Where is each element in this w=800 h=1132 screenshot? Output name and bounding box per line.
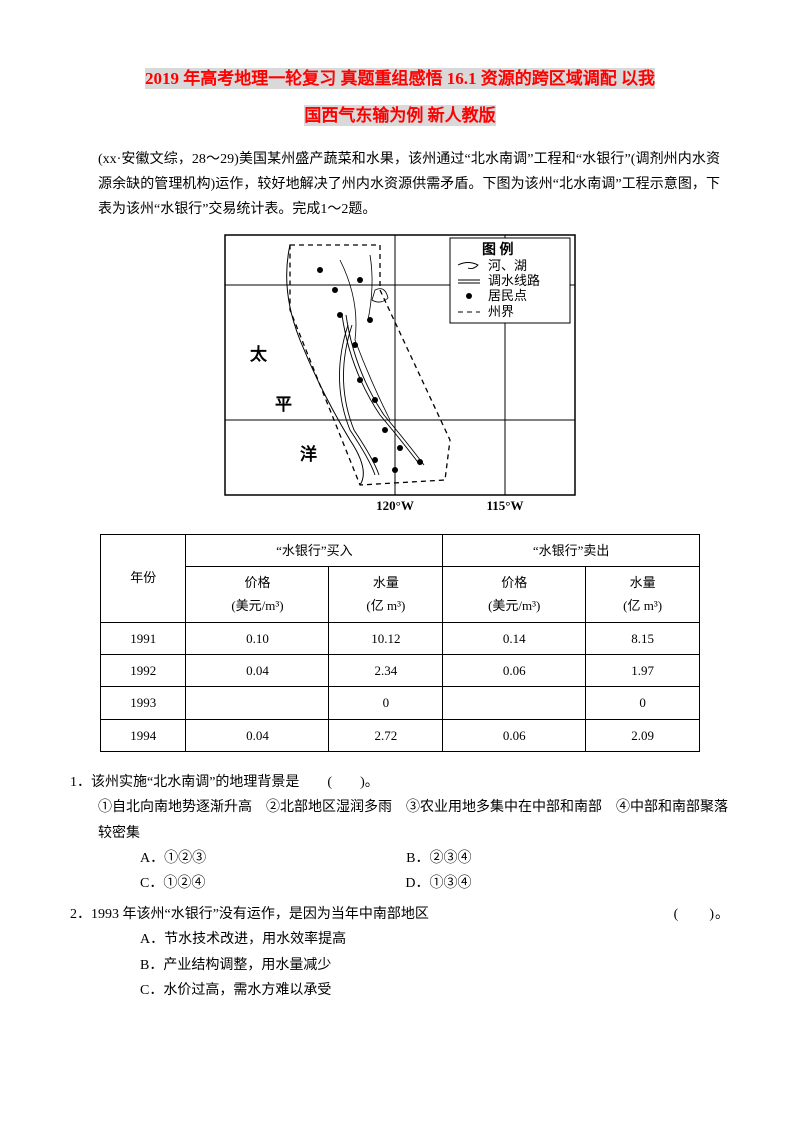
title-line-2: 国西气东输为例 新人教版: [304, 105, 495, 126]
map-figure: 40°N 35°N 120°W 115°W 太 平 洋: [70, 230, 730, 519]
q1-opt-a: A．①②③: [140, 846, 206, 871]
col-sell: “水银行”卖出: [443, 534, 700, 566]
ocean-label-2: 平: [275, 395, 292, 414]
q1-options-row-1: A．①②③ B．②③④: [140, 846, 730, 871]
q1-options-row-2: C．①②④ D．①③④: [140, 871, 730, 896]
coastline: [287, 245, 364, 485]
q2-paren: ( )。: [674, 902, 730, 927]
col-sell-vol: 水量(亿 m³): [586, 566, 700, 622]
q1-opt-d: D．①③④: [405, 871, 471, 896]
exam-page: 2019 年高考地理一轮复习 真题重组感悟 16.1 资源的跨区域调配 以我 国…: [0, 0, 800, 1049]
water-bank-table-wrap: 年份 “水银行”买入 “水银行”卖出 价格(美元/m³) 水量(亿 m³) 价格…: [100, 534, 700, 753]
col-buy-price: 价格(美元/m³): [186, 566, 329, 622]
q2-opt-a: A．节水技术改进，用水效率提高: [140, 927, 730, 952]
page-title: 2019 年高考地理一轮复习 真题重组感悟 16.1 资源的跨区域调配 以我 国…: [70, 60, 730, 135]
legend-item-boundary: 州界: [488, 304, 514, 319]
q1-opt-b: B．②③④: [406, 846, 471, 871]
q2-options: A．节水技术改进，用水效率提高 B．产业结构调整，用水量减少 C．水价过高，需水…: [140, 927, 730, 1003]
q1-stem: 1．该州实施“北水南调”的地理背景是 ( )。: [70, 770, 730, 795]
aqueduct-a: [342, 315, 420, 465]
ocean-label-1: 太: [250, 344, 268, 364]
ocean-label-3: 洋: [300, 444, 317, 464]
col-sell-price: 价格(美元/m³): [443, 566, 586, 622]
table-header-row-1: 年份 “水银行”买入 “水银行”卖出: [101, 534, 700, 566]
q2-opt-c: C．水价过高，需水方难以承受: [140, 978, 730, 1003]
legend-title: 图 例: [482, 241, 514, 258]
col-buy: “水银行”买入: [186, 534, 443, 566]
lon-right-label: 115°W: [487, 498, 524, 510]
map-svg: 40°N 35°N 120°W 115°W 太 平 洋: [220, 230, 580, 510]
table-header-row-2: 价格(美元/m³) 水量(亿 m³) 价格(美元/m³) 水量(亿 m³): [101, 566, 700, 622]
question-2: 2．1993 年该州“水银行”没有运作，是因为当年中南部地区 ( )。 A．节水…: [70, 902, 730, 1003]
river-2: [368, 255, 372, 320]
col-buy-vol: 水量(亿 m³): [329, 566, 443, 622]
water-bank-table: 年份 “水银行”买入 “水银行”卖出 价格(美元/m³) 水量(亿 m³) 价格…: [100, 534, 700, 753]
question-1: 1．该州实施“北水南调”的地理背景是 ( )。 ①自北向南地势逐渐升高 ②北部地…: [70, 770, 730, 896]
passage-text: (xx·安徽文综，28～29)美国某州盛产蔬菜和水果，该州通过“北水南调”工程和…: [98, 147, 720, 223]
table-row: 1993 0 0: [101, 687, 700, 719]
q2-stem: 2．1993 年该州“水银行”没有运作，是因为当年中南部地区 ( )。: [70, 902, 730, 927]
q2-opt-b: B．产业结构调整，用水量减少: [140, 953, 730, 978]
col-year: 年份: [101, 534, 186, 622]
lon-left-label: 120°W: [376, 498, 414, 510]
q2-stem-text: 2．1993 年该州“水银行”没有运作，是因为当年中南部地区: [70, 902, 429, 927]
title-line-1: 2019 年高考地理一轮复习 真题重组感悟 16.1 资源的跨区域调配 以我: [145, 68, 655, 89]
q1-opt-c: C．①②④: [140, 871, 205, 896]
legend-item-settlement: 居民点: [488, 288, 527, 303]
table-row: 1991 0.10 10.12 0.14 8.15: [101, 622, 700, 654]
table-row: 1994 0.04 2.72 0.06 2.09: [101, 719, 700, 751]
legend-item-rivers: 河、湖: [488, 258, 527, 273]
legend-item-aqueduct: 调水线路: [488, 273, 540, 288]
table-row: 1992 0.04 2.34 0.06 1.97: [101, 655, 700, 687]
q1-sub-options: ①自北向南地势逐渐升高 ②北部地区湿润多雨 ③农业用地多集中在中部和南部 ④中部…: [98, 795, 730, 845]
